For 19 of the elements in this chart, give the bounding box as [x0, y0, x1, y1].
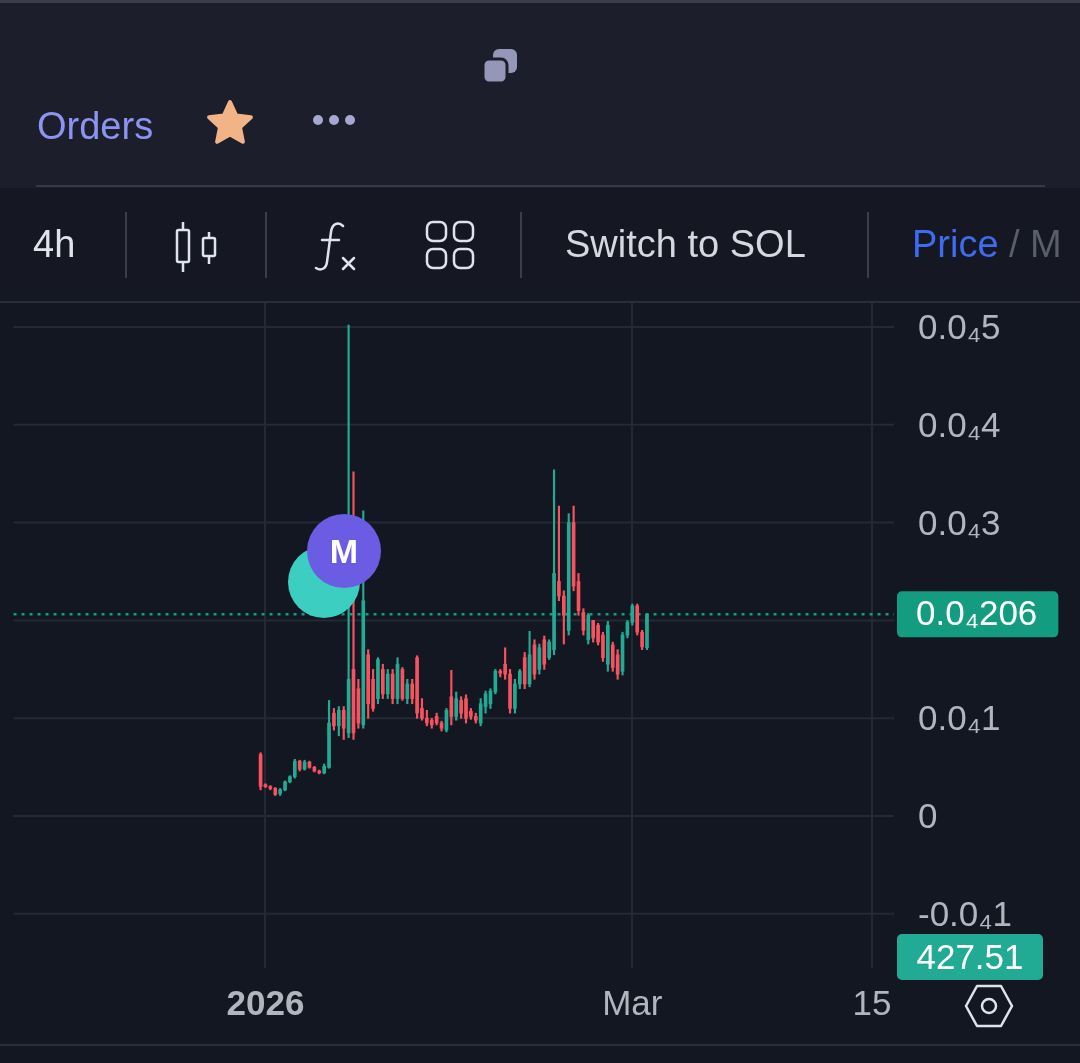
- text: Orders: [37, 104, 154, 149]
- text: -0.0₄1: [918, 892, 1013, 935]
- candlestick: [283, 780, 287, 792]
- text: 0: [918, 795, 938, 837]
- x-tick-label: 15: [852, 982, 892, 1022]
- x-tick-label: Mar: [602, 982, 663, 1022]
- text: 0.0₄3: [918, 501, 1001, 544]
- text: 0.0₄5: [918, 306, 1001, 348]
- letter-badge: M: [307, 514, 381, 588]
- text: Price: [912, 222, 999, 267]
- text: 0.0₄4: [918, 403, 1001, 446]
- text: 4h: [33, 222, 76, 267]
- text: 427.51: [897, 934, 1043, 980]
- candlestick: [508, 669, 512, 714]
- ref-line-label: 0.0₄206: [916, 593, 1038, 633]
- text: Switch to SOL: [565, 222, 806, 267]
- x-tick-label: 2026: [226, 982, 305, 1022]
- text: / M: [1009, 222, 1062, 267]
- text: 0.0₄1: [918, 697, 1001, 740]
